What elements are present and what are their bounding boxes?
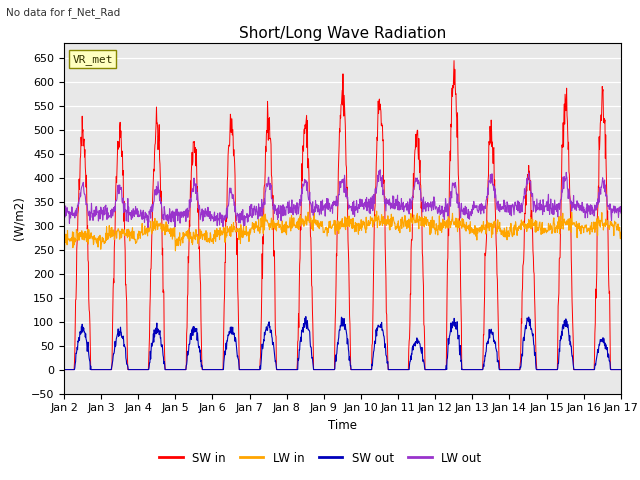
SW in [450, 58, 458, 63]
LW in [60, 240, 68, 246]
SW in [617, 367, 625, 372]
LW out [617, 210, 625, 216]
SW in [184, 291, 191, 297]
SW out [551, 367, 559, 372]
Legend: SW in, LW in, SW out, LW out: SW in, LW in, SW out, LW out [154, 447, 486, 469]
LW out [429, 207, 437, 213]
SW out [502, 367, 509, 372]
LW in [171, 225, 179, 230]
SW in [60, 367, 68, 372]
Line: SW in: SW in [64, 60, 621, 370]
LW in [502, 228, 510, 234]
LW out [184, 211, 192, 217]
LW out [60, 206, 68, 212]
Line: LW in: LW in [64, 211, 621, 252]
LW in [617, 229, 625, 235]
LW out [502, 209, 510, 215]
SW in [170, 367, 178, 372]
LW in [429, 223, 437, 229]
SW out [246, 367, 254, 372]
SW out [60, 367, 68, 372]
SW out [617, 367, 625, 372]
LW in [373, 208, 381, 214]
Title: Short/Long Wave Radiation: Short/Long Wave Radiation [239, 25, 446, 41]
SW in [429, 367, 436, 372]
SW in [551, 367, 559, 372]
Y-axis label: (W/m2): (W/m2) [12, 196, 26, 240]
LW out [552, 207, 559, 213]
SW out [170, 367, 178, 372]
LW in [184, 236, 192, 241]
LW in [552, 225, 559, 230]
LW in [246, 230, 254, 236]
Text: No data for f_Net_Rad: No data for f_Net_Rad [6, 7, 121, 18]
LW out [376, 167, 384, 173]
SW in [502, 367, 509, 372]
LW out [171, 219, 179, 225]
SW out [429, 367, 437, 372]
X-axis label: Time: Time [328, 419, 357, 432]
Line: LW out: LW out [64, 170, 621, 228]
LW out [144, 225, 152, 230]
Text: VR_met: VR_met [72, 54, 113, 65]
LW out [246, 202, 254, 208]
SW out [302, 314, 310, 320]
SW in [246, 367, 254, 372]
Line: SW out: SW out [64, 317, 621, 370]
SW out [184, 352, 191, 358]
LW in [61, 250, 68, 255]
